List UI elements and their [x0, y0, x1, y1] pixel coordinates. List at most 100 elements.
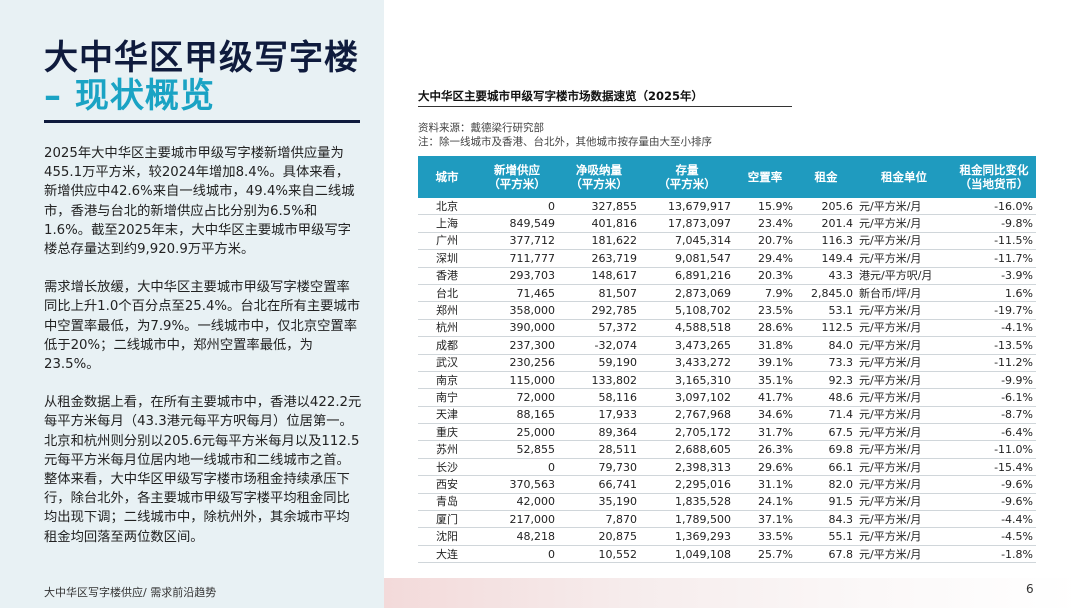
cell-rent-yoy-change: -1.8% — [952, 545, 1036, 564]
cell-vacancy-rate: 29.6% — [734, 458, 796, 477]
cell-rent-unit: 元/平方米/月 — [856, 423, 952, 442]
cell-rent-yoy-change: -3.9% — [952, 267, 1036, 285]
cell-rent-yoy-change: -9.8% — [952, 214, 1036, 233]
cell-net-absorption: 20,875 — [558, 527, 640, 546]
table-title-divider — [418, 106, 792, 107]
cell-rent-yoy-change: -15.4% — [952, 458, 1036, 477]
cell-city: 西安 — [418, 475, 476, 494]
column-header-stock: 存量 （平方米） — [640, 156, 734, 198]
cell-vacancy-rate: 31.1% — [734, 475, 796, 494]
cell-rent-unit: 元/平方米/月 — [856, 440, 952, 459]
cell-vacancy-rate: 33.5% — [734, 527, 796, 546]
cell-city: 长沙 — [418, 458, 476, 477]
cell-rent-yoy-change: -11.0% — [952, 440, 1036, 459]
column-header-rent: 租金 — [796, 156, 856, 198]
cell-rent-yoy-change: -4.5% — [952, 527, 1036, 546]
cell-vacancy-rate: 29.4% — [734, 249, 796, 268]
cell-stock: 2,688,605 — [640, 440, 734, 459]
cell-rent-unit: 元/平方米/月 — [856, 301, 952, 320]
cell-new-supply: 230,256 — [476, 354, 558, 372]
cell-new-supply: 88,165 — [476, 406, 558, 425]
cell-stock: 1,789,500 — [640, 510, 734, 529]
cell-net-absorption: 58,116 — [558, 388, 640, 407]
cell-net-absorption: 10,552 — [558, 545, 640, 564]
cell-stock: 1,835,528 — [640, 493, 734, 512]
source-note: 资料来源：戴德梁行研究部 — [418, 122, 544, 134]
cell-rent-unit: 元/平方米/月 — [856, 354, 952, 372]
cell-city: 香港 — [418, 267, 476, 285]
cell-stock: 5,108,702 — [640, 301, 734, 320]
cell-new-supply: 72,000 — [476, 388, 558, 407]
cell-stock: 9,081,547 — [640, 249, 734, 268]
cell-rent-unit: 元/平方米/月 — [856, 388, 952, 407]
table-row: 沈阳 48,218 20,875 1,369,293 33.5% 55.1 元/平方米/月 -… — [418, 527, 1036, 546]
table-row: 上海 849,549 401,816 17,873,097 23.4% 201.4 元/平方… — [418, 214, 1036, 233]
cell-stock: 3,433,272 — [640, 354, 734, 372]
cell-city: 北京 — [418, 198, 476, 216]
paragraph-vacancy: 需求增长放缓，大中华区主要城市甲级写字楼空置率同比上升1.0个百分点至25.4%… — [44, 280, 361, 373]
cell-city: 郑州 — [418, 301, 476, 320]
cell-rent-unit: 元/平方米/月 — [856, 458, 952, 477]
cell-rent-unit: 元/平方米/月 — [856, 510, 952, 529]
cell-rent: 67.8 — [796, 545, 856, 564]
cell-vacancy-rate: 23.5% — [734, 301, 796, 320]
cell-new-supply: 48,218 — [476, 527, 558, 546]
cell-net-absorption: 17,933 — [558, 406, 640, 425]
cell-rent-yoy-change: -4.4% — [952, 510, 1036, 529]
cell-rent-unit: 元/平方米/月 — [856, 319, 952, 338]
cell-rent: 84.3 — [796, 510, 856, 529]
cell-net-absorption: 7,870 — [558, 510, 640, 529]
cell-rent-yoy-change: -11.5% — [952, 232, 1036, 251]
cell-new-supply: 390,000 — [476, 319, 558, 338]
cell-rent: 53.1 — [796, 301, 856, 320]
table-row: 厦门 217,000 7,870 1,789,500 37.1% 84.3 元/平方米/月 -… — [418, 510, 1036, 529]
cell-city: 成都 — [418, 336, 476, 355]
cell-stock: 2,767,968 — [640, 406, 734, 425]
cell-rent-unit: 元/平方米/月 — [856, 336, 952, 355]
column-header-vacancy-rate: 空置率 — [734, 156, 796, 198]
cell-rent: 91.5 — [796, 493, 856, 512]
cell-new-supply: 293,703 — [476, 267, 558, 285]
cell-vacancy-rate: 41.7% — [734, 388, 796, 407]
cell-rent: 84.0 — [796, 336, 856, 355]
cell-net-absorption: 81,507 — [558, 284, 640, 303]
table-row: 杭州 390,000 57,372 4,588,518 28.6% 112.5 元/平方米/… — [418, 319, 1036, 338]
cell-vacancy-rate: 23.4% — [734, 214, 796, 233]
cell-net-absorption: 263,719 — [558, 249, 640, 268]
market-data-table: 城市 新增供应 （平方米） 净吸纳量 （平方米） 存量 （平方米） 空置率 租金 租金单位 租金同比… — [418, 156, 1036, 564]
cell-net-absorption: 79,730 — [558, 458, 640, 477]
table-row: 北京 0 327,855 13,679,917 15.9% 205.6 元/平方米/月 -16… — [418, 198, 1036, 216]
cell-net-absorption: 181,622 — [558, 232, 640, 251]
table-row: 香港 293,703 148,617 6,891,216 20.3% 43.3 港元/平方呎… — [418, 267, 1036, 285]
footer-gradient-bar — [384, 578, 1080, 608]
cell-city: 杭州 — [418, 319, 476, 338]
cell-new-supply: 849,549 — [476, 214, 558, 233]
cell-net-absorption: 89,364 — [558, 423, 640, 442]
cell-stock: 13,679,917 — [640, 198, 734, 216]
cell-city: 大连 — [418, 545, 476, 564]
cell-rent: 92.3 — [796, 371, 856, 390]
cell-city: 南京 — [418, 371, 476, 390]
cell-net-absorption: -32,074 — [558, 336, 640, 355]
sorting-note: 注：除一线城市及香港、台北外，其他城市按存量由大至小排序 — [418, 136, 712, 148]
cell-rent-unit: 元/平方米/月 — [856, 249, 952, 268]
cell-rent-unit: 元/平方米/月 — [856, 232, 952, 251]
cell-rent: 201.4 — [796, 214, 856, 233]
cell-rent-unit: 元/平方米/月 — [856, 214, 952, 233]
cell-net-absorption: 59,190 — [558, 354, 640, 372]
cell-new-supply: 0 — [476, 545, 558, 564]
cell-rent-unit: 元/平方米/月 — [856, 371, 952, 390]
cell-stock: 3,097,102 — [640, 388, 734, 407]
cell-vacancy-rate: 39.1% — [734, 354, 796, 372]
table-row: 台北 71,465 81,507 2,873,069 7.9% 2,845.0 新台币/坪/… — [418, 284, 1036, 303]
cell-rent: 55.1 — [796, 527, 856, 546]
cell-new-supply: 711,777 — [476, 249, 558, 268]
cell-rent: 112.5 — [796, 319, 856, 338]
cell-net-absorption: 133,802 — [558, 371, 640, 390]
table-row: 郑州 358,000 292,785 5,108,702 23.5% 53.1 元/平方米/… — [418, 301, 1036, 320]
cell-vacancy-rate: 31.8% — [734, 336, 796, 355]
cell-rent-yoy-change: -9.6% — [952, 493, 1036, 512]
table-row: 南京 115,000 133,802 3,165,310 35.1% 92.3 元/平方米/… — [418, 371, 1036, 390]
cell-stock: 1,049,108 — [640, 545, 734, 564]
cell-net-absorption: 57,372 — [558, 319, 640, 338]
